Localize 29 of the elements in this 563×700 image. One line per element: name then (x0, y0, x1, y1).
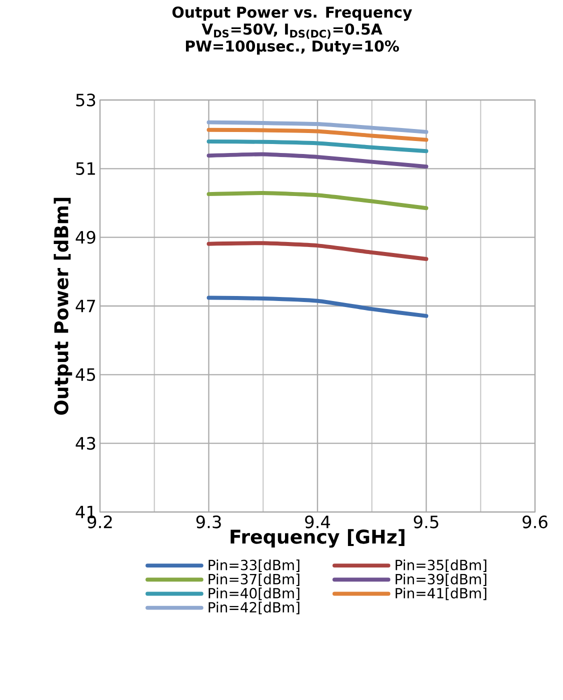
line-series (206, 152, 428, 169)
x-tick-label: 9.5 (414, 516, 438, 528)
line-series (206, 191, 428, 210)
line-series (206, 120, 428, 134)
x-tick-label: 9.6 (522, 516, 548, 528)
legend-label: Pin=40[dBm] (208, 588, 300, 600)
y-tick-label: 45 (76, 368, 95, 381)
y-tick-label: 49 (76, 230, 96, 244)
chart-title: Output Power vs. Frequency (172, 6, 412, 21)
line-series (206, 296, 428, 318)
legend-label: Pin=35[dBm] (396, 560, 486, 572)
y-tick-label: 51 (76, 162, 95, 175)
y-tick-label: 43 (76, 436, 96, 450)
legend-label: Pin=42[dBm] (208, 602, 300, 614)
legend-label: Pin=41[dBm] (396, 588, 486, 600)
legend-label: Pin=37[dBm] (208, 574, 300, 586)
chart-subtitle: V$_{DS}$=50V, I$_{DS(DC)}$=0.5A (202, 23, 382, 39)
x-tick-label: 9.4 (305, 516, 330, 528)
y-tick-label: 53 (76, 94, 96, 106)
x-axis-title: Frequency [GHz] (230, 529, 404, 548)
y-axis-title: Output Power [dBm] (54, 198, 72, 415)
y-tick-label: 47 (76, 300, 96, 312)
line-series (206, 128, 428, 142)
line-series (206, 140, 428, 154)
line-series (206, 241, 428, 261)
legend-label: Pin=39[dBm] (396, 574, 486, 586)
legend-label: Pin=33[dBm] (208, 560, 300, 572)
x-tick-label: 9.3 (196, 516, 221, 528)
text: PW=100μsec., Duty=10% (186, 40, 399, 55)
